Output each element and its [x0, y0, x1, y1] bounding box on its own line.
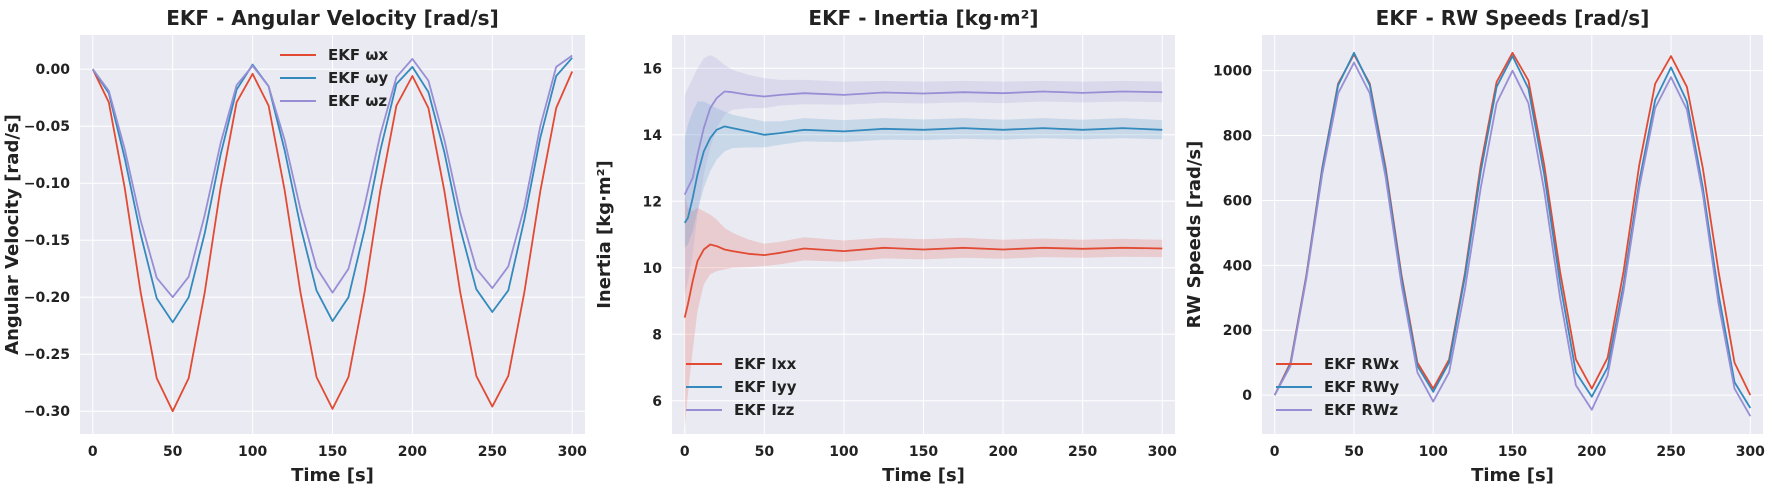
y-tick-label: 0: [1242, 388, 1252, 404]
x-tick-label: 50: [755, 444, 775, 460]
legend: EKF Ixx EKF Iyy EKF Izz: [686, 355, 797, 419]
series-line-z: [92, 54, 573, 299]
y-tick-label: 0.00: [35, 62, 70, 78]
x-axis-label: Time [s]: [882, 465, 965, 486]
y-tick-label: 1000: [1213, 64, 1252, 80]
x-axis-label: Time [s]: [291, 465, 374, 486]
series-line-y: [683, 125, 1163, 224]
y-tick-label: 800: [1223, 129, 1252, 145]
x-tick-label: 250: [1068, 444, 1097, 460]
legend-label: EKF ωy: [328, 69, 388, 87]
y-axis-label: Angular Velocity [rad/s]: [2, 114, 23, 355]
x-tick-label: 300: [1736, 444, 1765, 460]
legend-label: EKF RWz: [1324, 401, 1398, 419]
confidence-band-z: [684, 55, 1163, 295]
x-tick-label: 100: [829, 444, 858, 460]
series-line-z: [1273, 61, 1752, 417]
x-tick-label: 150: [318, 444, 347, 460]
chart-title: EKF - Inertia [kg·m²]: [808, 6, 1038, 30]
legend: EKF ωx EKF ωy EKF ωz: [280, 46, 388, 110]
chart-title: EKF - RW Speeds [rad/s]: [1376, 6, 1650, 30]
confidence-band-y: [684, 101, 1163, 248]
x-tick-label: 50: [1344, 444, 1364, 460]
series-line-y: [92, 57, 573, 324]
legend-label: EKF ωz: [328, 92, 387, 110]
x-tick-label: 100: [238, 444, 267, 460]
legend: EKF RWx EKF RWy EKF RWz: [1276, 355, 1399, 419]
legend-label: EKF Izz: [734, 401, 795, 419]
chart-rw-speeds: 0 50 100 150 200 250 300 0 200 400 600 800 1000 EKF -…: [1184, 6, 1765, 486]
x-tick-label: 100: [1419, 444, 1448, 460]
x-tick-label: 0: [1270, 444, 1280, 460]
x-tick-label: 250: [1656, 444, 1685, 460]
y-tick-label: 14: [643, 128, 663, 144]
x-tick-label: 300: [1148, 444, 1177, 460]
y-tick-label: 12: [643, 194, 662, 210]
y-tick-label: 10: [643, 261, 663, 277]
y-tick-label: 400: [1223, 258, 1252, 274]
chart-angular-velocity: 0 50 100 150 200 250 300 0.00 −0.05 −0.10 −0.15 −0.…: [2, 6, 587, 486]
series-line-y: [1273, 51, 1752, 409]
y-tick-label: −0.20: [24, 290, 71, 306]
confidence-band-x: [684, 194, 1163, 428]
legend-label: EKF RWy: [1324, 378, 1399, 396]
x-tick-label: 200: [398, 444, 427, 460]
series-line-x: [683, 243, 1163, 318]
y-tick-label: 8: [652, 327, 662, 343]
legend-label: EKF ωx: [328, 46, 388, 64]
chart-title: EKF - Angular Velocity [rad/s]: [166, 6, 498, 30]
x-tick-label: 200: [988, 444, 1017, 460]
y-tick-label: 600: [1223, 193, 1252, 209]
y-tick-label: 6: [652, 394, 662, 410]
y-tick-label: −0.15: [24, 233, 70, 249]
x-tick-label: 150: [909, 444, 938, 460]
x-tick-label: 50: [163, 444, 183, 460]
x-tick-label: 200: [1577, 444, 1606, 460]
legend-label: EKF RWx: [1324, 355, 1399, 373]
y-tick-label: 200: [1223, 323, 1252, 339]
chart-inertia: 0 50 100 150 200 250 300 6 8 10 12 14 16 EKF - Inerti…: [594, 6, 1177, 486]
y-tick-label: 16: [643, 61, 662, 77]
x-axis-label: Time [s]: [1471, 465, 1554, 486]
legend-label: EKF Iyy: [734, 378, 797, 396]
y-tick-label: −0.05: [24, 119, 70, 135]
y-axis-label: Inertia [kg·m²]: [594, 160, 615, 309]
x-tick-label: 0: [680, 444, 690, 460]
x-tick-label: 300: [558, 444, 587, 460]
y-tick-label: −0.30: [24, 404, 71, 420]
x-tick-label: 0: [88, 444, 98, 460]
x-tick-label: 250: [478, 444, 507, 460]
y-tick-label: −0.25: [24, 347, 70, 363]
x-tick-label: 150: [1498, 444, 1527, 460]
legend-label: EKF Ixx: [734, 355, 797, 373]
y-tick-label: −0.10: [24, 176, 71, 192]
y-axis-label: RW Speeds [rad/s]: [1184, 141, 1205, 329]
series-line-z: [683, 90, 1163, 195]
series-line-x: [91, 68, 574, 413]
